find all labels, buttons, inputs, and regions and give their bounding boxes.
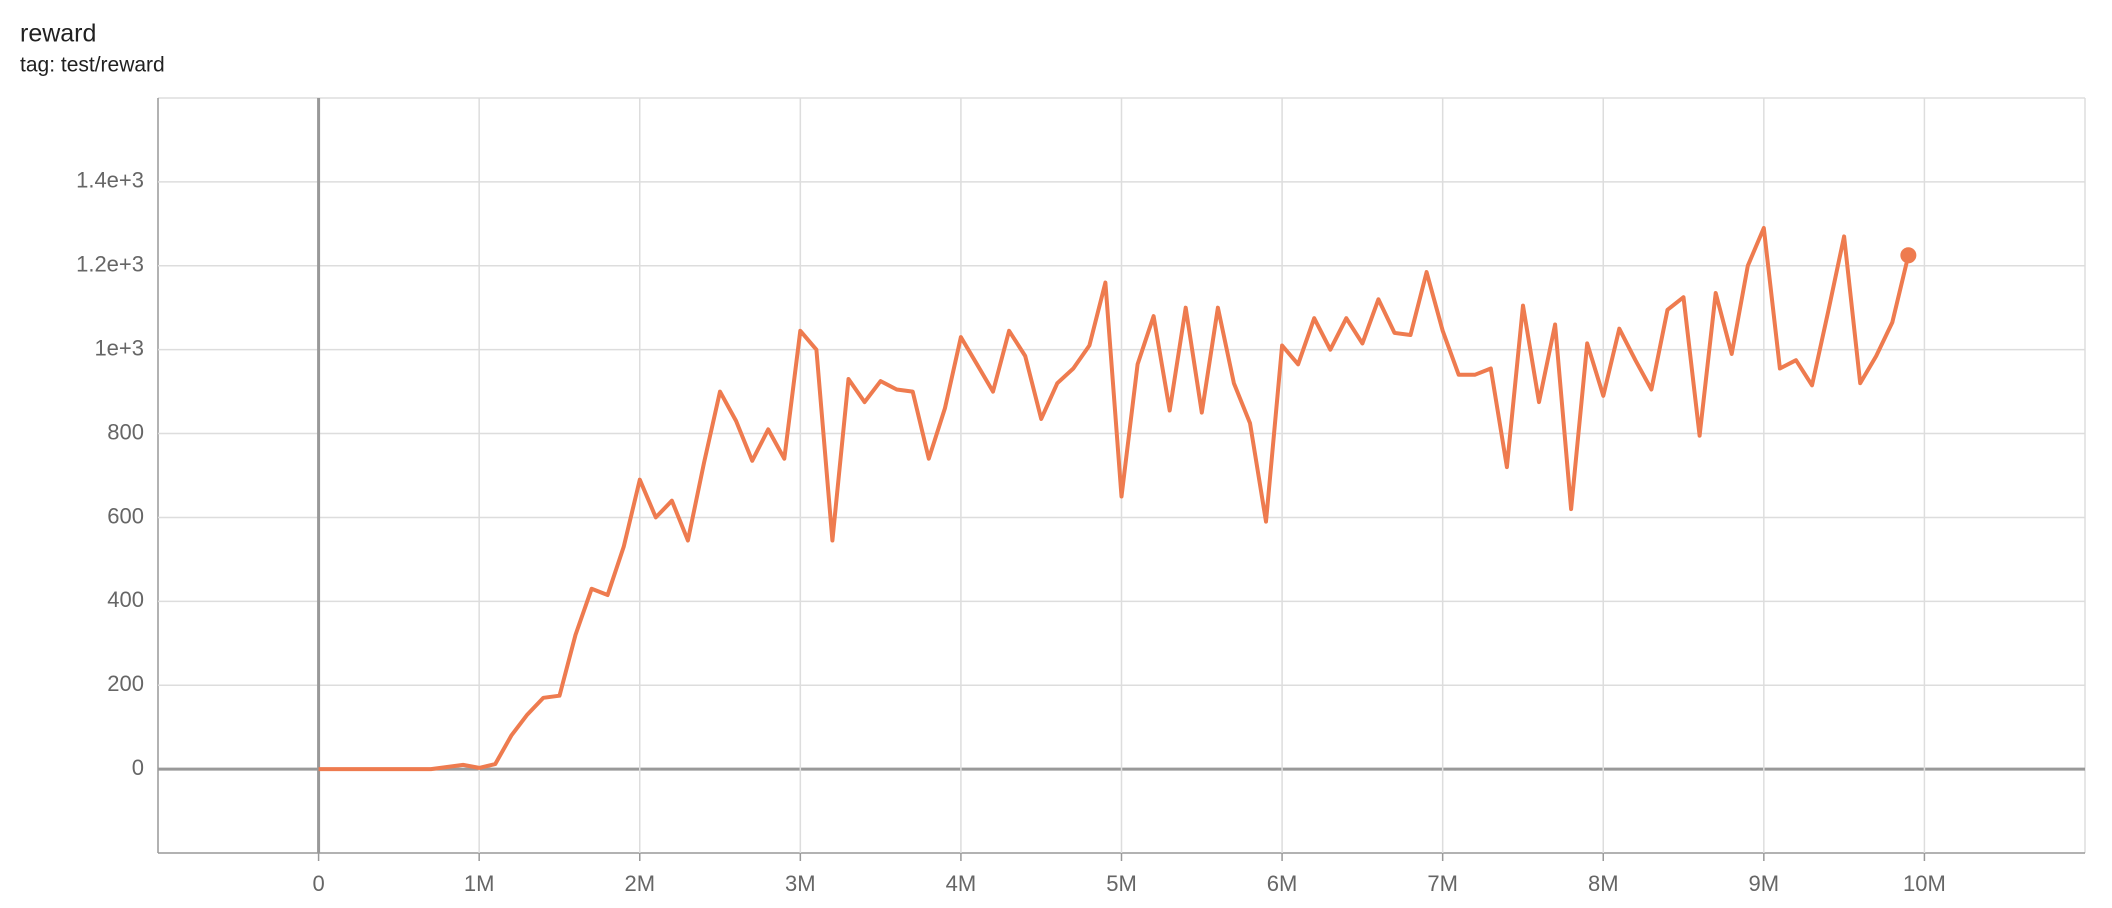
y-tick-label: 800 [107, 419, 144, 444]
y-tick-label: 1.2e+3 [76, 252, 144, 277]
x-tick-label: 7M [1427, 871, 1458, 896]
y-tick-label: 400 [107, 587, 144, 612]
line-series [318, 226, 1911, 772]
x-tick-label: 1M [464, 871, 495, 896]
x-tick-label: 4M [946, 871, 977, 896]
x-tick-label: 5M [1106, 871, 1137, 896]
x-tick-label: 3M [785, 871, 816, 896]
y-tick-label: 600 [107, 503, 144, 528]
y-tick-label: 1e+3 [94, 335, 144, 360]
x-tick-label: 2M [624, 871, 655, 896]
x-tick-label: 0 [312, 871, 324, 896]
x-tick-label: 6M [1267, 871, 1298, 896]
y-tick-label: 1.4e+3 [76, 168, 144, 193]
last-point [1900, 247, 1917, 264]
x-tick-label: 8M [1588, 871, 1619, 896]
x-tick-label: 10M [1903, 871, 1946, 896]
chart-subtitle: tag: test/reward [20, 54, 165, 77]
chart-title: reward [20, 20, 96, 48]
y-tick-label: 200 [107, 671, 144, 696]
x-tick-label: 9M [1749, 871, 1780, 896]
y-tick-label: 0 [132, 755, 144, 780]
